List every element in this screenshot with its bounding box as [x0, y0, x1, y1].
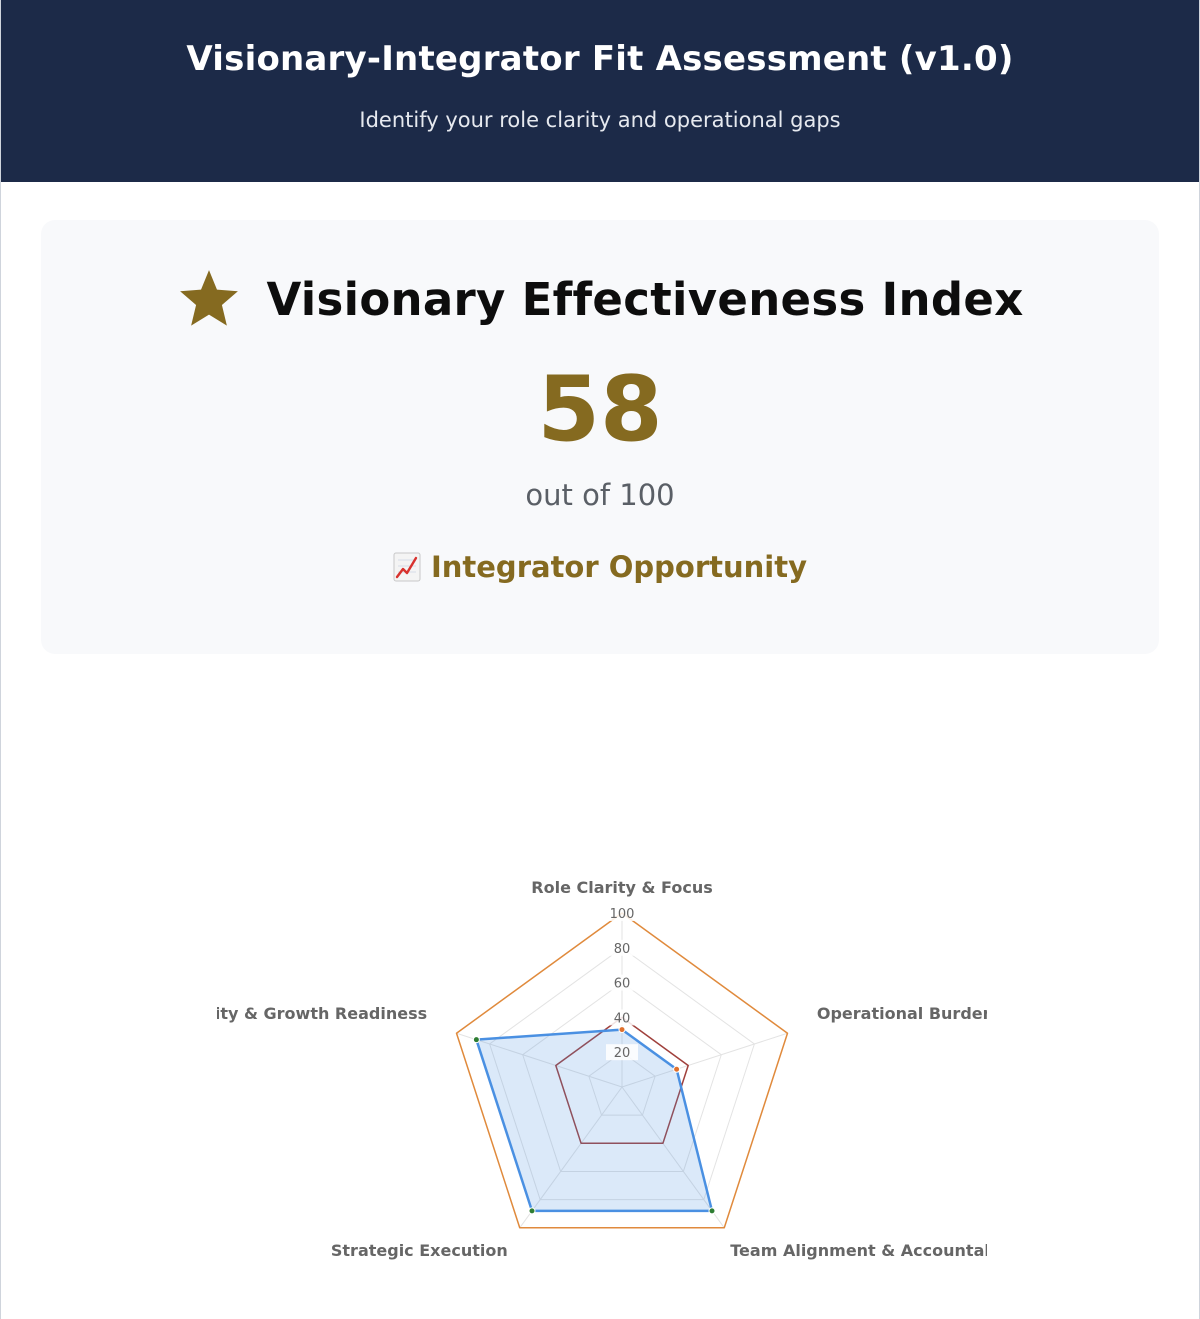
chart-increasing-icon: [393, 552, 421, 582]
tick-label-bg-2: [606, 1009, 638, 1026]
axis-label-2: Operational Burden: [817, 1004, 987, 1023]
series-3-point-5: [472, 1036, 480, 1044]
tick-label-2: 40: [614, 1011, 631, 1026]
index-title-row: Visionary Effectiveness Index: [41, 264, 1159, 334]
status-label: Integrator Opportunity: [430, 550, 808, 584]
series-3-polygon: [475, 1028, 714, 1213]
page-subtitle: Identify your role clarity and operation…: [359, 108, 841, 132]
grid-spoke-2: [621, 1032, 788, 1088]
series-3-point-4: [528, 1207, 536, 1215]
tick-label-1: 20: [614, 1046, 631, 1061]
grid-ring-1: [588, 1051, 656, 1116]
tick-label-3: 60: [614, 977, 631, 992]
series-3-point-2: [673, 1065, 681, 1073]
series-3-point-1: [618, 1026, 626, 1034]
axis-label-1: Role Clarity & Focus: [531, 878, 712, 897]
series-3-point-3: [708, 1207, 716, 1215]
radar-chart-svg: 20 40 60 80 100 Role Clarity & Focus Operation…: [217, 878, 987, 1260]
axis-label-5: Scalability & Growth Readiness: [217, 1004, 427, 1023]
tick-label-bg-3: [606, 974, 638, 991]
index-title: Visionary Effectiveness Index: [266, 272, 1024, 326]
tick-label-bg-5: [606, 905, 638, 921]
score-value: 58: [537, 357, 663, 462]
grid-spoke-5: [456, 1032, 623, 1088]
series-2-polygon: [555, 1016, 689, 1145]
grid-spoke-3: [621, 1086, 725, 1229]
radar-chart: 20 40 60 80 100 Role Clarity & Focus Operation…: [217, 860, 987, 1280]
score-card: Visionary Effectiveness Index 58 out of …: [41, 220, 1159, 654]
page-title: Visionary-Integrator Fit Assessment (v1.…: [186, 39, 1014, 79]
axis-label-4: Strategic Execution: [331, 1241, 508, 1260]
tick-label-4: 80: [614, 942, 631, 957]
grid-ring-4: [489, 947, 755, 1201]
tick-label-5: 100: [610, 907, 635, 922]
tick-label-bg-1: [606, 1044, 638, 1061]
header: Visionary-Integrator Fit Assessment (v1.…: [1, 0, 1199, 182]
grid-ring-3: [522, 981, 722, 1172]
grid-spoke-4: [519, 1086, 623, 1229]
score-scale: out of 100: [525, 478, 675, 512]
star-icon: [180, 270, 239, 326]
series-1-polygon: [455, 912, 789, 1229]
tick-label-bg-4: [606, 939, 638, 956]
status-row: Integrator Opportunity: [41, 550, 1159, 584]
axis-label-3: Team Alignment & Accountability: [730, 1241, 987, 1260]
